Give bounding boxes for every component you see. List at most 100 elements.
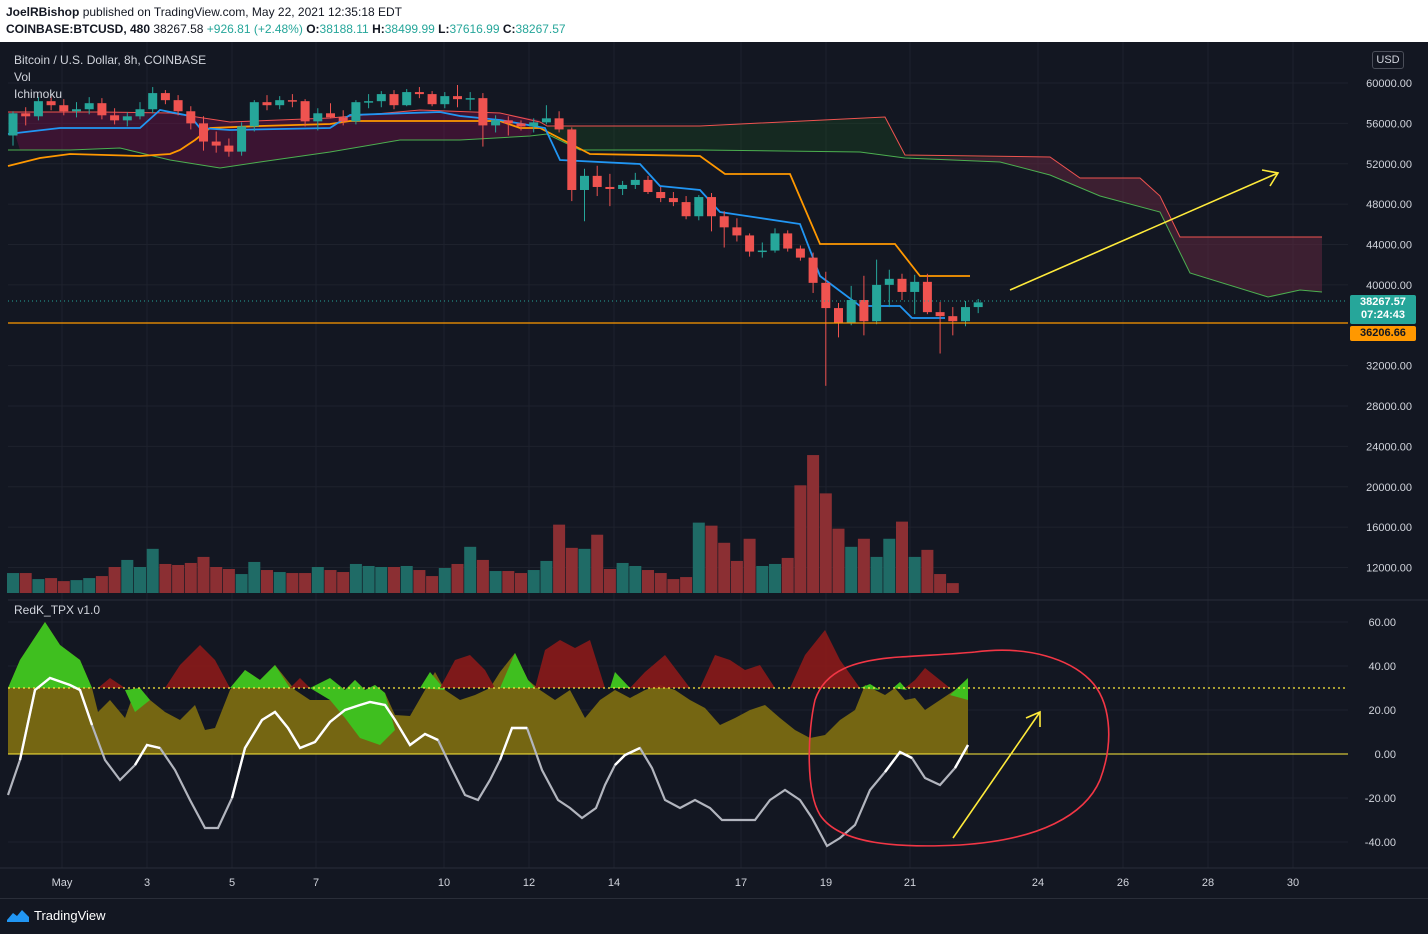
candle-body — [440, 96, 450, 105]
last-price-text: 38267.57 — [1360, 296, 1406, 308]
volume-bar — [642, 570, 654, 593]
vol-legend[interactable]: Vol — [14, 70, 31, 84]
candle — [110, 108, 120, 125]
candle — [783, 230, 793, 252]
chart-canvas[interactable]: 60000.00 56000.00 52000.00 48000.00 44000.00… — [0, 42, 1428, 898]
volume-bar — [946, 583, 959, 593]
candle-body — [173, 100, 183, 112]
candle-body — [770, 233, 780, 251]
candle-body — [541, 118, 551, 123]
volume-bar — [870, 556, 883, 593]
volume-bar — [7, 573, 19, 593]
volume-bar — [324, 570, 337, 593]
volume-bar — [83, 578, 96, 593]
candle — [694, 195, 704, 221]
author-name[interactable]: JoelRBishop — [6, 5, 80, 19]
candle-body — [275, 100, 285, 106]
annotation-circle[interactable] — [808, 649, 1110, 847]
volume-bar — [197, 556, 210, 593]
price-change: +926.81 (+2.48%) — [206, 22, 303, 36]
candle — [33, 97, 43, 121]
candle-body — [592, 175, 602, 187]
cloud-bear-area-early — [8, 110, 540, 168]
candle-body — [808, 257, 818, 283]
candle-body — [402, 92, 412, 106]
candle — [567, 127, 577, 202]
price-tick-label: 32000.00 — [1366, 361, 1412, 373]
volume-bar — [426, 576, 439, 593]
ichimoku-legend[interactable]: Ichimoku — [14, 87, 63, 101]
candle-body — [97, 103, 107, 116]
candle-body — [389, 94, 399, 106]
cloud-bear-area — [905, 157, 1322, 297]
currency-button[interactable]: USD — [1372, 51, 1404, 69]
candle-body — [199, 123, 208, 142]
tradingview-brand[interactable]: TradingView — [34, 908, 106, 923]
volume-bar — [515, 573, 527, 593]
price-tick-label: 48000.00 — [1366, 199, 1412, 211]
volume-bar — [667, 579, 680, 593]
candle-body — [186, 111, 196, 124]
volume-bar — [896, 521, 908, 593]
price-tick-label: 28000.00 — [1366, 401, 1412, 413]
candle — [237, 122, 247, 156]
high-value: 38499.99 — [384, 22, 435, 36]
tpx-tick-label: -20.00 — [1365, 793, 1396, 805]
time-tick-label: 28 — [1202, 877, 1214, 889]
publish-header: JoelRBishop published on TradingView.com… — [0, 0, 1428, 42]
price-tick-label: 40000.00 — [1366, 280, 1412, 292]
candle-body — [300, 101, 310, 122]
candle-body — [948, 316, 958, 322]
candle — [478, 93, 488, 147]
volume-bar — [781, 557, 794, 593]
tpx-legend[interactable]: RedK_TPX v1.0 — [14, 603, 101, 617]
candle-body — [668, 198, 678, 203]
time-axis[interactable]: May 3 5 7 10 12 14 17 19 21 24 26 28 30 — [0, 867, 1428, 889]
volume-bar — [756, 565, 769, 593]
candle-body — [110, 115, 120, 121]
candle-body — [618, 184, 628, 189]
volume-bar — [616, 562, 629, 593]
candle-body — [681, 202, 691, 217]
time-tick-label: 14 — [608, 877, 620, 889]
close-label: C: — [502, 22, 516, 36]
symbol-legend[interactable]: Bitcoin / U.S. Dollar, 8h, COINBASE — [14, 53, 207, 67]
time-tick-label: 24 — [1032, 877, 1044, 889]
volume-bar — [692, 522, 705, 593]
volume-bar — [883, 538, 896, 593]
candle-body — [414, 92, 424, 95]
annotation-arrow[interactable] — [952, 711, 1041, 839]
symbol-name: COINBASE:BTCUSD, 480 — [6, 22, 151, 36]
tpx-axis[interactable]: 60.00 40.00 20.00 0.00 -20.00 -40.00 — [1365, 617, 1396, 849]
volume-bar — [362, 565, 375, 593]
price-axis[interactable]: 60000.00 56000.00 52000.00 48000.00 44000.00… — [1366, 78, 1412, 575]
price-tick-label: 60000.00 — [1366, 78, 1412, 90]
candle — [503, 116, 513, 136]
last-price-value: 38267.58 — [153, 22, 204, 36]
candle — [630, 172, 640, 189]
candle-body — [783, 233, 793, 249]
senkou-span-b — [8, 133, 1323, 298]
time-tick-label: 26 — [1117, 877, 1129, 889]
volume-bar — [45, 578, 58, 593]
volume-bar — [502, 571, 515, 593]
candle — [160, 90, 170, 105]
candle-body — [630, 179, 640, 185]
volume-bar — [210, 566, 223, 593]
candle-body — [135, 109, 145, 117]
candle-body — [21, 113, 31, 117]
candle-body — [364, 101, 374, 103]
candle-body — [478, 98, 488, 126]
volume-bar — [832, 528, 845, 593]
tpx-tick-label: 20.00 — [1368, 705, 1396, 717]
candle — [326, 103, 335, 119]
open-value: 38188.11 — [319, 22, 369, 36]
candle — [59, 99, 69, 116]
tradingview-logo-icon[interactable] — [6, 907, 30, 923]
candle — [719, 211, 729, 248]
trend-arrow[interactable] — [1009, 172, 1279, 291]
candle — [224, 138, 234, 157]
volume-bar — [375, 566, 388, 593]
tpx-signal-bull-segment — [18, 676, 94, 761]
candle — [580, 168, 589, 222]
